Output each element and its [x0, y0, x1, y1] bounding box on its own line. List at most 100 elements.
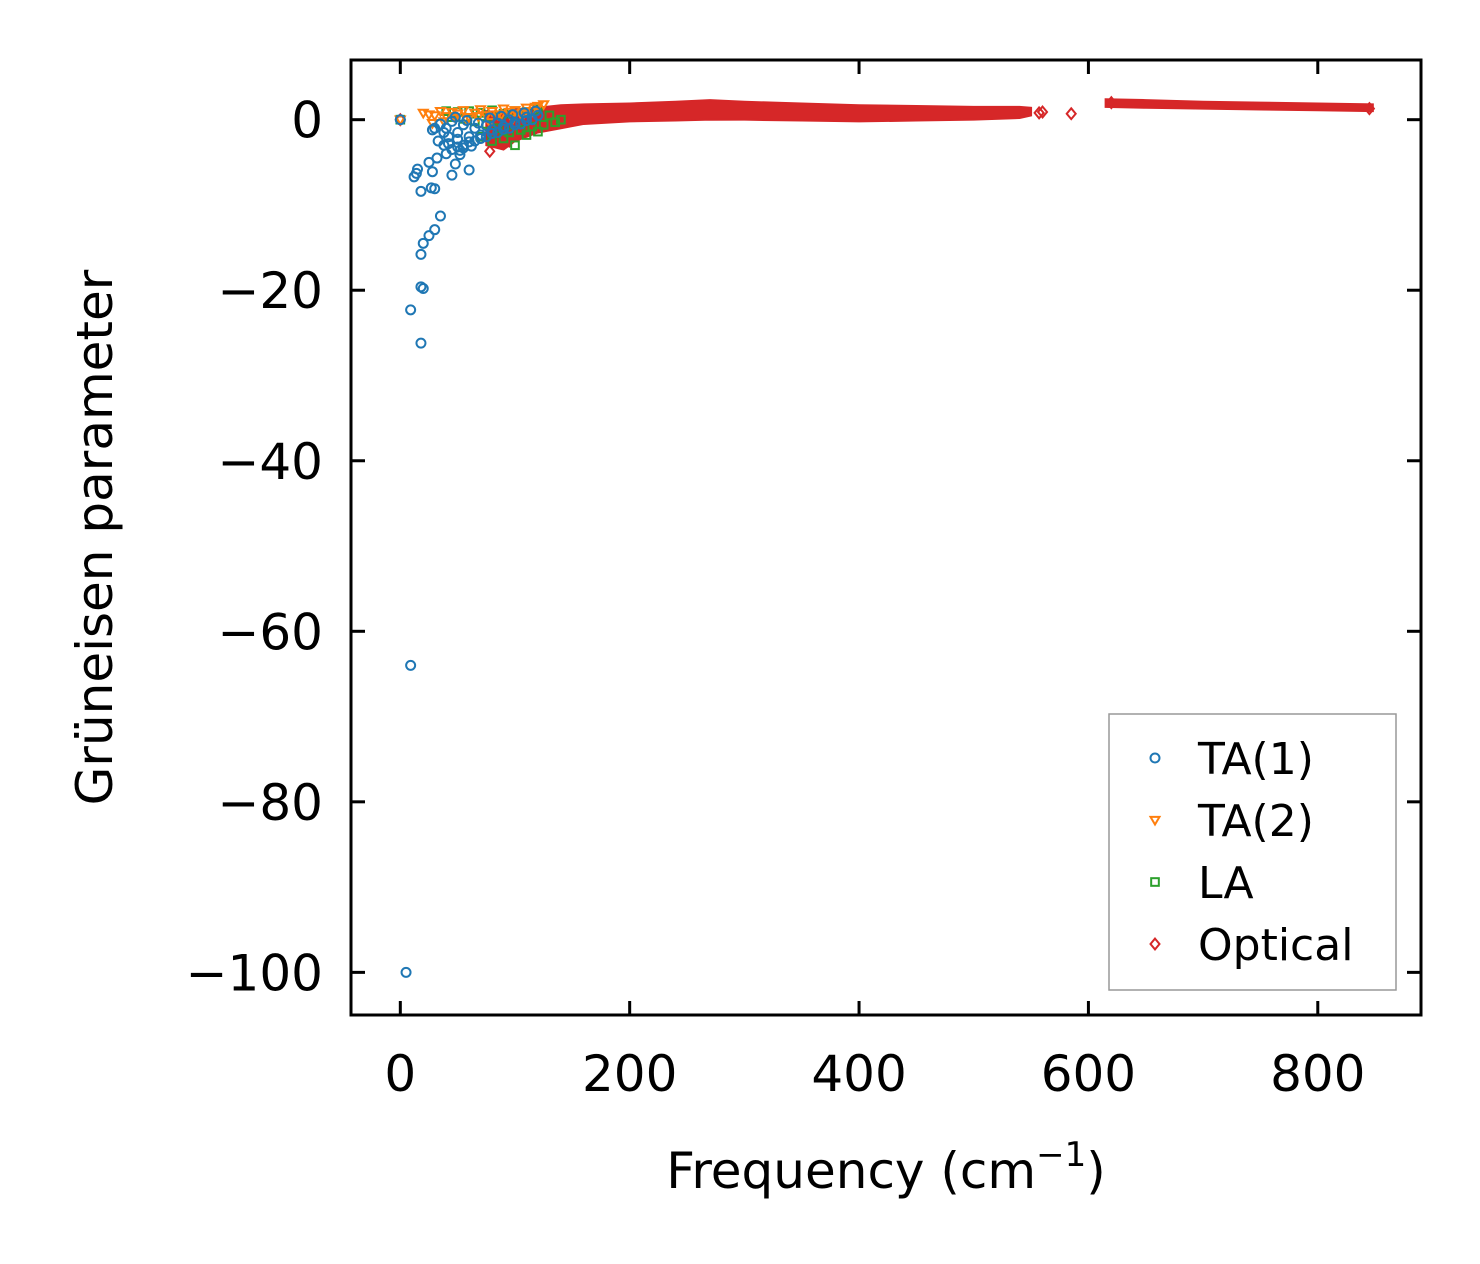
- y-tick-label: −20: [217, 262, 323, 320]
- legend-item-ta1: TA(1): [1149, 734, 1314, 785]
- series-ta-1: [394, 105, 544, 978]
- data-point-optical: [503, 134, 516, 148]
- legend-label: LA: [1198, 858, 1254, 909]
- data-point-ta1: [446, 169, 458, 181]
- data-point-ta1: [415, 281, 427, 293]
- data-point-ta1: [486, 127, 498, 139]
- legend-item-ta2: TA(2): [1148, 796, 1314, 847]
- y-tick-label: 0: [291, 92, 323, 150]
- data-point-ta1: [461, 115, 473, 127]
- data-point-ta2: [449, 113, 462, 125]
- data-point-ta1: [400, 966, 412, 978]
- data-point-ta1: [530, 105, 542, 117]
- data-point-ta1: [484, 112, 496, 124]
- data-point-ta1: [417, 237, 429, 249]
- data-point-optical: [1105, 95, 1118, 110]
- data-point-ta2: [437, 117, 451, 128]
- data-point-ta1: [452, 126, 464, 138]
- data-point-ta2: [457, 106, 470, 117]
- plot-frame: [349, 58, 1423, 1017]
- data-point-ta2: [537, 100, 550, 111]
- data-point-la: [498, 133, 509, 144]
- data-point-ta1: [423, 156, 435, 168]
- data-point-ta1: [405, 659, 417, 671]
- data-point-ta1: [449, 158, 461, 170]
- data-point-ta2: [472, 112, 485, 123]
- data-point-ta1: [442, 138, 454, 150]
- legend-label: TA(2): [1197, 796, 1314, 847]
- data-point-la: [538, 119, 549, 130]
- data-point-ta1: [405, 304, 417, 316]
- data-point-ta1: [452, 133, 464, 145]
- data-point-la: [556, 114, 566, 125]
- data-point-ta1: [440, 122, 452, 134]
- data-point-ta1: [415, 337, 427, 349]
- data-point-ta1: [426, 124, 438, 136]
- x-tick-label: 200: [582, 1045, 677, 1103]
- legend-marker-ta1: [1149, 752, 1161, 764]
- x-tick-label: 0: [384, 1045, 416, 1103]
- data-point-ta2: [480, 111, 493, 122]
- data-point-ta1: [417, 283, 429, 295]
- data-point-optical: [1363, 101, 1376, 116]
- legend-box: [1108, 713, 1397, 991]
- legend-label: TA(1): [1197, 734, 1314, 785]
- data-point-ta1: [412, 163, 424, 175]
- data-point-ta1: [509, 119, 521, 131]
- y-tick-label: −40: [217, 433, 323, 491]
- legend: TA(1) TA(2) LA Optical: [1108, 713, 1397, 991]
- data-point-ta1: [475, 129, 487, 141]
- data-point-la: [544, 110, 555, 121]
- x-tick-label: 800: [1270, 1045, 1365, 1103]
- series-optical: [394, 95, 1376, 159]
- data-point-ta2: [439, 112, 453, 123]
- data-point-la: [510, 140, 520, 151]
- y-axis-label: Grüneisen parameter: [66, 269, 124, 805]
- y-tick-label: −100: [186, 944, 323, 1002]
- data-point-ta1: [465, 140, 477, 152]
- legend-item-la: LA: [1150, 858, 1254, 909]
- data-point-ta1: [429, 224, 441, 236]
- data-layer: [394, 95, 1376, 978]
- data-point-ta2: [503, 107, 516, 119]
- data-point-optical: [1065, 106, 1078, 121]
- optical-point-cloud-low: [485, 99, 1033, 151]
- legend-item-optical: Optical: [1149, 920, 1353, 971]
- data-point-ta2: [474, 105, 487, 116]
- data-point-ta1: [449, 111, 461, 123]
- data-point-ta1: [475, 132, 487, 144]
- data-point-ta2: [428, 111, 441, 122]
- data-point-ta1: [472, 117, 484, 129]
- data-point-ta1: [429, 183, 441, 195]
- data-point-ta2: [394, 115, 407, 127]
- legend-marker-optical: [1149, 937, 1161, 951]
- data-point-ta1: [415, 248, 427, 260]
- data-point-ta1: [394, 114, 406, 126]
- legend-marker-ta2: [1148, 815, 1162, 827]
- data-point-ta1: [434, 210, 446, 222]
- data-point-optical: [1036, 105, 1049, 119]
- data-point-ta1: [431, 152, 443, 164]
- data-point-la: [521, 130, 532, 140]
- data-point-ta1: [518, 107, 530, 119]
- y-tick-label: −80: [217, 774, 323, 832]
- legend-marker-la: [1150, 877, 1160, 887]
- data-point-ta1: [454, 144, 466, 156]
- data-point-ta2: [434, 107, 447, 118]
- data-point-la: [533, 126, 543, 137]
- data-point-ta1: [507, 109, 519, 121]
- legend-label: Optical: [1198, 920, 1353, 971]
- data-point-ta1: [415, 185, 427, 197]
- data-point-ta1: [463, 164, 475, 176]
- data-point-optical: [483, 144, 496, 159]
- data-point-ta1: [498, 123, 510, 135]
- x-axis-label: Frequency (cm−1): [666, 1135, 1106, 1200]
- x-tick-label: 400: [811, 1045, 906, 1103]
- data-point-optical: [1033, 105, 1045, 120]
- x-tick-label: 600: [1041, 1045, 1136, 1103]
- data-point-ta1: [426, 166, 438, 178]
- data-point-ta1: [423, 230, 435, 242]
- x-axis-label-superscript: −1: [1036, 1135, 1086, 1175]
